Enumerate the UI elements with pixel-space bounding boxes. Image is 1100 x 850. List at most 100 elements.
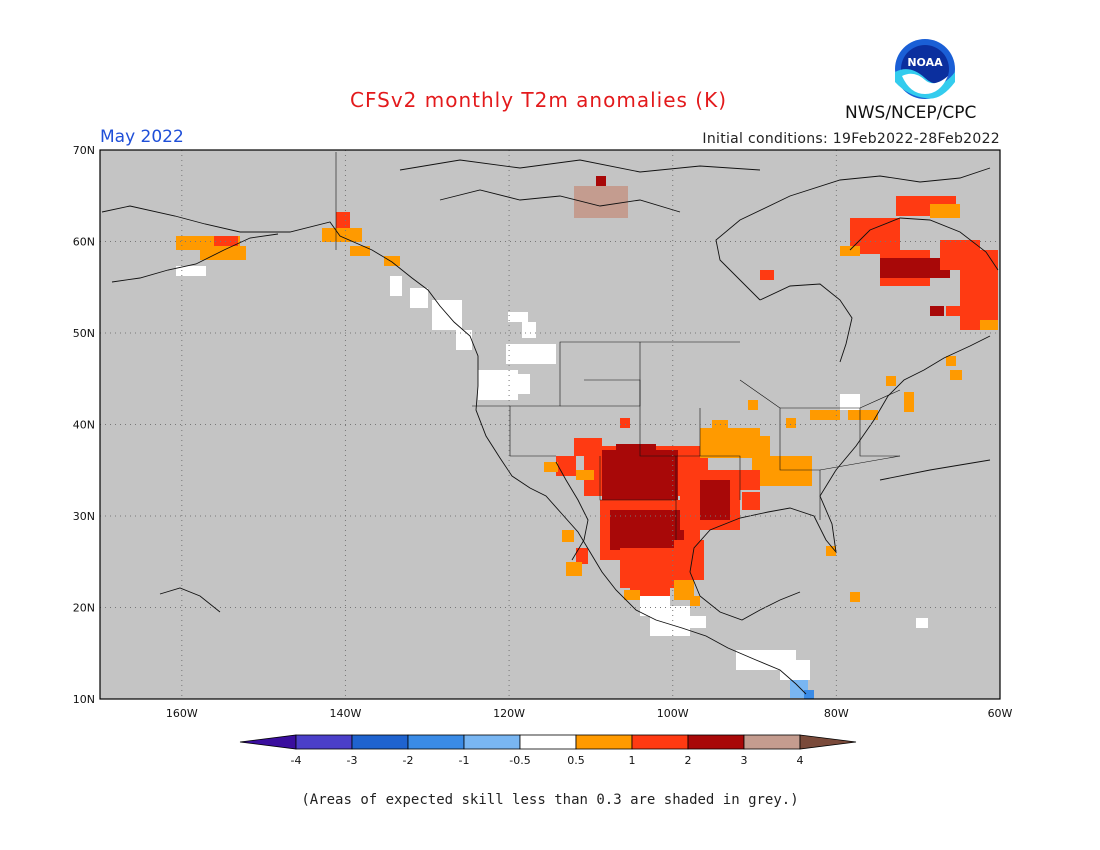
anomaly-cell — [886, 376, 896, 386]
anomaly-cell — [742, 492, 760, 510]
latitude-labels: 70N 60N 50N 40N 30N 20N 10N — [73, 144, 95, 706]
anomaly-cell — [790, 680, 808, 698]
anomaly-cell — [544, 462, 558, 472]
colorbar-label: -3 — [347, 754, 358, 767]
anomaly-cell — [930, 204, 960, 218]
colorbar-swatch — [575, 734, 633, 750]
colorbar-max-arrow — [799, 734, 857, 750]
anomaly-cell — [690, 596, 700, 606]
colorbar-label: -2 — [403, 754, 414, 767]
noaa-logo-icon: NOAA — [895, 39, 955, 99]
anomaly-cell — [566, 562, 582, 576]
anomaly-cell — [980, 320, 998, 330]
anomaly-cell — [522, 322, 536, 338]
anomaly-cell — [848, 410, 878, 420]
anomaly-cell — [916, 618, 928, 628]
anomaly-cell — [562, 530, 574, 542]
anomaly-cell — [840, 246, 860, 256]
agency-label: NWS/NCEP/CPC — [845, 103, 977, 123]
anomaly-cell — [478, 370, 518, 400]
colorbar-label: 3 — [741, 754, 748, 767]
colorbar-swatch — [463, 734, 521, 750]
anomaly-cell — [804, 690, 814, 699]
anomaly-cell — [616, 444, 656, 464]
lat-tick-label: 60N — [73, 236, 95, 249]
forecast-month: May 2022 — [100, 127, 184, 147]
anomaly-cell — [350, 246, 370, 256]
anomaly-cell — [674, 580, 694, 600]
anomaly-cell — [674, 540, 704, 580]
anomaly-shading — [176, 176, 998, 699]
colorbar-labels: -4 -3 -2 -1 -0.5 0.5 1 2 3 4 — [291, 754, 804, 767]
colorbar-swatch — [407, 734, 465, 750]
anomaly-cell — [610, 510, 684, 550]
anomaly-cell — [748, 400, 758, 410]
anomaly-cell — [556, 456, 576, 476]
longitude-labels: 160W 140W 120W 100W 80W 60W — [166, 707, 1013, 720]
chart-title: CFSv2 monthly T2m anomalies (K) — [350, 88, 727, 112]
anomaly-cell — [508, 312, 528, 322]
anomaly-cell — [576, 548, 588, 564]
anomaly-cell — [840, 394, 860, 410]
anomaly-cell — [970, 280, 998, 320]
lat-tick-label: 40N — [73, 419, 95, 432]
logo-text: NOAA — [907, 56, 943, 69]
lon-tick-label: 160W — [166, 707, 198, 720]
anomaly-cell — [410, 288, 428, 308]
anomaly-cell — [514, 374, 530, 394]
anomaly-cell — [930, 306, 944, 316]
colorbar-label: 4 — [797, 754, 804, 767]
anomaly-cell — [946, 306, 960, 316]
initial-conditions: Initial conditions: 19Feb2022-28Feb2022 — [702, 131, 1000, 147]
anomaly-cell — [760, 270, 774, 280]
colorbar-label: -0.5 — [509, 754, 530, 767]
anomaly-cell — [780, 660, 810, 680]
lon-tick-label: 60W — [988, 707, 1013, 720]
lat-tick-label: 70N — [73, 144, 95, 157]
coastlines — [101, 159, 999, 695]
anomaly-cell — [826, 546, 836, 556]
anomaly-cell — [850, 592, 860, 602]
colorbar-swatch — [295, 734, 353, 750]
colorbar-label: 1 — [629, 754, 636, 767]
lat-tick-label: 10N — [73, 693, 95, 706]
anomaly-cell — [384, 256, 400, 266]
anomaly-cell — [506, 344, 556, 364]
anomaly-cell — [700, 480, 730, 520]
colorbar-min-arrow — [239, 734, 297, 750]
anomaly-cell — [860, 222, 900, 236]
anomaly-cell — [390, 276, 402, 296]
colorbar-swatch — [687, 734, 745, 750]
colorbar-swatch — [519, 734, 577, 750]
skill-footnote: (Areas of expected skill less than 0.3 a… — [301, 792, 799, 808]
anomaly-cell — [740, 436, 770, 456]
anomaly-cell — [780, 456, 810, 476]
anomaly-cell — [946, 356, 956, 366]
anomaly-cell — [950, 370, 962, 380]
anomaly-cell — [624, 590, 640, 600]
map-grid — [100, 150, 1000, 699]
lat-tick-label: 30N — [73, 510, 95, 523]
anomaly-cell — [810, 410, 840, 420]
lat-tick-label: 50N — [73, 327, 95, 340]
lon-tick-label: 120W — [493, 707, 525, 720]
colorbar-swatch — [631, 734, 689, 750]
anomaly-cell — [596, 176, 606, 186]
anomaly-cell — [322, 228, 362, 242]
map-frame — [99, 149, 1001, 700]
lat-tick-label: 20N — [73, 602, 95, 615]
colorbar-label: 2 — [685, 754, 692, 767]
lon-tick-label: 140W — [330, 707, 362, 720]
anomaly-cell — [456, 330, 472, 350]
lon-tick-label: 80W — [824, 707, 849, 720]
anomaly-cell — [576, 470, 594, 480]
anomaly-cell — [336, 212, 350, 228]
colorbar-swatch — [351, 734, 409, 750]
anomaly-cell — [620, 418, 630, 428]
colorbar-swatch — [743, 734, 801, 750]
state-borders — [335, 152, 901, 540]
anomaly-cell — [786, 418, 796, 428]
colorbar-label: -1 — [459, 754, 470, 767]
anomaly-cell — [200, 246, 246, 260]
